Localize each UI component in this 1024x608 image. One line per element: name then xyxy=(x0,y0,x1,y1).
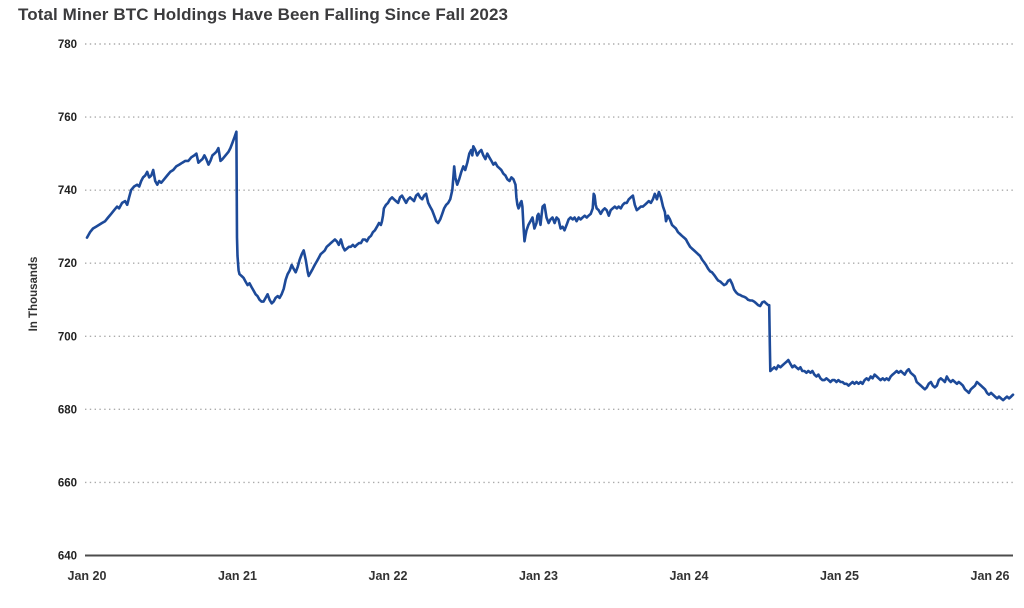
x-tick-label: Jan 23 xyxy=(519,569,558,583)
x-tick-label: Jan 21 xyxy=(218,569,257,583)
y-tick-label: 680 xyxy=(58,404,77,416)
y-tick-label: 700 xyxy=(58,331,77,343)
y-tick-label: 740 xyxy=(58,185,77,197)
x-tick-label: Jan 26 xyxy=(971,569,1010,583)
y-tick-label: 640 xyxy=(58,551,77,563)
y-tick-label: 720 xyxy=(58,258,77,270)
y-axis-label: In Thousands xyxy=(28,256,40,332)
y-tick-label: 760 xyxy=(58,112,77,124)
y-tick-label: 780 xyxy=(58,39,77,51)
x-tick-label: Jan 24 xyxy=(670,569,709,583)
chart-title: Total Miner BTC Holdings Have Been Falli… xyxy=(18,5,509,24)
x-tick-label: Jan 20 xyxy=(68,569,107,583)
holdings-line-series xyxy=(85,130,1015,402)
x-tick-label: Jan 25 xyxy=(820,569,859,583)
y-tick-label: 660 xyxy=(58,477,77,489)
x-tick-label: Jan 22 xyxy=(369,569,408,583)
